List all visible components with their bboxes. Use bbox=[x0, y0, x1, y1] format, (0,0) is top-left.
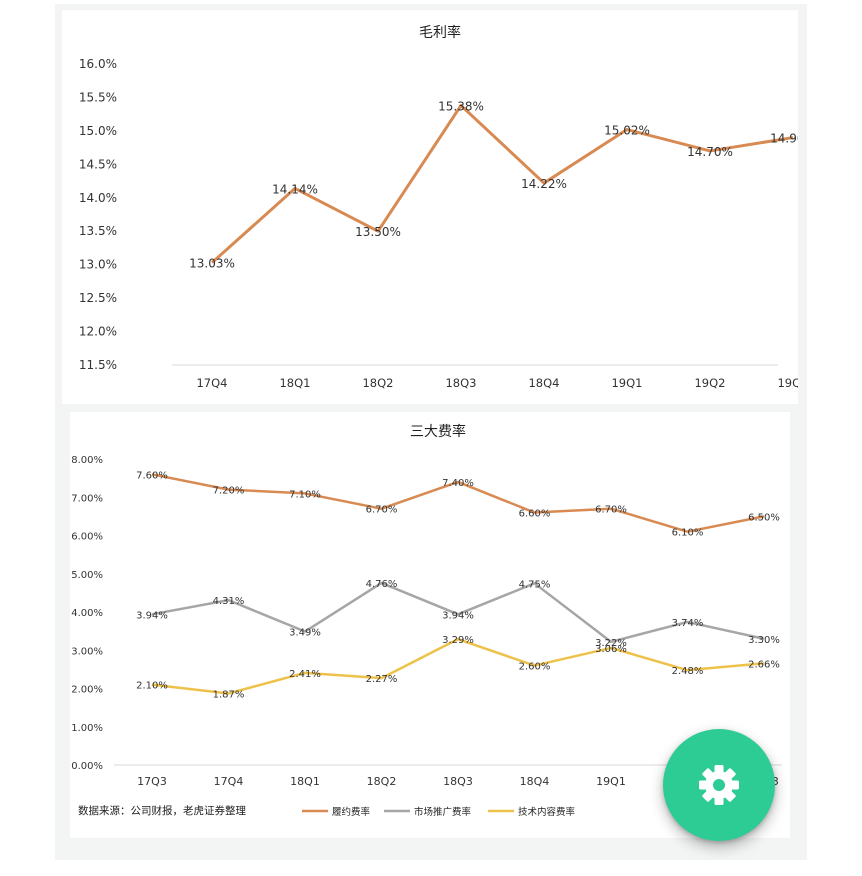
data-label: 13.50% bbox=[355, 225, 401, 239]
y-tick-label: 5.00% bbox=[71, 570, 103, 581]
data-label: 6.70% bbox=[595, 505, 627, 516]
data-label: 6.70% bbox=[366, 505, 398, 516]
x-tick-label: 18Q2 bbox=[367, 775, 397, 788]
legend-label: 市场推广费率 bbox=[414, 806, 472, 818]
data-label: 7.10% bbox=[289, 489, 321, 500]
x-tick-label: 19Q1 bbox=[596, 775, 626, 788]
x-tick-label: 18Q1 bbox=[290, 775, 320, 788]
data-label: 13.03% bbox=[189, 257, 235, 271]
data-label: 3.49% bbox=[289, 628, 321, 639]
data-label: 2.41% bbox=[289, 669, 321, 680]
y-tick-label: 1.00% bbox=[71, 723, 103, 734]
x-tick-label: 18Q4 bbox=[528, 376, 559, 390]
y-tick-label: 11.5% bbox=[79, 358, 117, 372]
data-label: 7.20% bbox=[213, 486, 245, 497]
data-label: 6.50% bbox=[748, 512, 780, 523]
series-line-2 bbox=[151, 581, 765, 644]
data-label: 3.94% bbox=[136, 610, 168, 621]
data-label: 4.75% bbox=[519, 579, 551, 590]
data-label: 4.76% bbox=[366, 579, 398, 590]
gear-icon bbox=[697, 763, 741, 807]
data-label: 3.94% bbox=[442, 610, 474, 621]
y-tick-label: 0.00% bbox=[71, 761, 103, 772]
data-label: 15.02% bbox=[604, 124, 650, 138]
y-tick-label: 2.00% bbox=[71, 685, 103, 696]
gross-margin-chart-panel: 毛利率 16.0% 15.5% 15.0% 14.5% 14.0% 13.5% 13.0% 1… bbox=[62, 10, 798, 404]
x-tick-label: 17Q4 bbox=[214, 775, 244, 788]
data-label: 2.66% bbox=[748, 659, 780, 670]
y-tick-label: 12.5% bbox=[79, 291, 117, 305]
y-tick-label: 4.00% bbox=[71, 608, 103, 619]
data-label: 7.40% bbox=[442, 478, 474, 489]
x-tick-label: 18Q2 bbox=[362, 376, 393, 390]
y-tick-label: 14.5% bbox=[79, 157, 117, 171]
data-label: 3.74% bbox=[672, 618, 704, 629]
data-label: 2.48% bbox=[672, 666, 704, 677]
data-label: 4.31% bbox=[213, 596, 245, 607]
data-label: 3.30% bbox=[748, 635, 780, 646]
expense-ratio-chart: 三大费率 8.00% 7.00% 6.00% 5.00% 4.00% 3.00% 2.00%… bbox=[71, 423, 782, 818]
source-note: 数据来源：公司财报，老虎证券整理 bbox=[78, 804, 246, 817]
legend: 履约费率 市场推广费率 技术内容费率 bbox=[302, 806, 576, 818]
y-tick-label: 6.00% bbox=[71, 532, 103, 543]
legend-label: 技术内容费率 bbox=[518, 806, 576, 818]
settings-fab-button[interactable] bbox=[663, 729, 775, 841]
x-tick-label: 17Q3 bbox=[137, 775, 167, 788]
y-tick-label: 13.0% bbox=[79, 258, 117, 272]
data-label: 3.06% bbox=[595, 644, 627, 655]
x-tick-label: 17Q4 bbox=[196, 376, 227, 390]
legend-label: 履约费率 bbox=[332, 806, 371, 818]
data-label: 14.14% bbox=[272, 182, 318, 196]
data-label: 2.27% bbox=[366, 674, 398, 685]
gross-margin-chart: 毛利率 16.0% 15.5% 15.0% 14.5% 14.0% 13.5% 13.0% 1… bbox=[79, 24, 798, 390]
data-label: 1.87% bbox=[213, 689, 245, 700]
x-tick-label: 18Q3 bbox=[445, 376, 476, 390]
x-tick-label: 19Q3 bbox=[777, 376, 798, 390]
y-tick-label: 3.00% bbox=[71, 646, 103, 657]
series-line-gross-margin bbox=[210, 103, 794, 264]
data-label: 14.22% bbox=[521, 177, 567, 191]
y-tick-label: 16.0% bbox=[79, 57, 117, 71]
data-label: 3.22% bbox=[595, 638, 627, 649]
y-tick-label: 13.5% bbox=[79, 224, 117, 238]
y-tick-label: 7.00% bbox=[71, 493, 103, 504]
x-tick-label: 19Q1 bbox=[611, 376, 642, 390]
data-label: 14.90% bbox=[770, 132, 798, 146]
chart-title: 三大费率 bbox=[410, 423, 466, 440]
data-label: 2.60% bbox=[519, 662, 551, 673]
data-label: 2.10% bbox=[136, 681, 168, 692]
data-label: 15.38% bbox=[438, 99, 484, 113]
x-tick-label: 18Q3 bbox=[443, 775, 473, 788]
data-label: 6.10% bbox=[672, 528, 704, 539]
y-tick-label: 8.00% bbox=[71, 455, 103, 466]
x-tick-label: 19Q2 bbox=[694, 376, 725, 390]
y-tick-label: 12.0% bbox=[79, 325, 117, 339]
data-label: 14.70% bbox=[687, 145, 733, 159]
series-line-3 bbox=[151, 637, 765, 695]
series-line-1 bbox=[151, 473, 765, 533]
x-tick-label: 18Q4 bbox=[520, 775, 550, 788]
data-label: 3.29% bbox=[442, 635, 474, 646]
y-tick-label: 14.0% bbox=[79, 191, 117, 205]
data-label: 7.60% bbox=[136, 470, 168, 481]
x-tick-label: 18Q1 bbox=[279, 376, 310, 390]
y-tick-label: 15.0% bbox=[79, 124, 117, 138]
data-label: 6.60% bbox=[519, 509, 551, 520]
y-tick-label: 15.5% bbox=[79, 90, 117, 104]
chart-title: 毛利率 bbox=[419, 24, 461, 41]
